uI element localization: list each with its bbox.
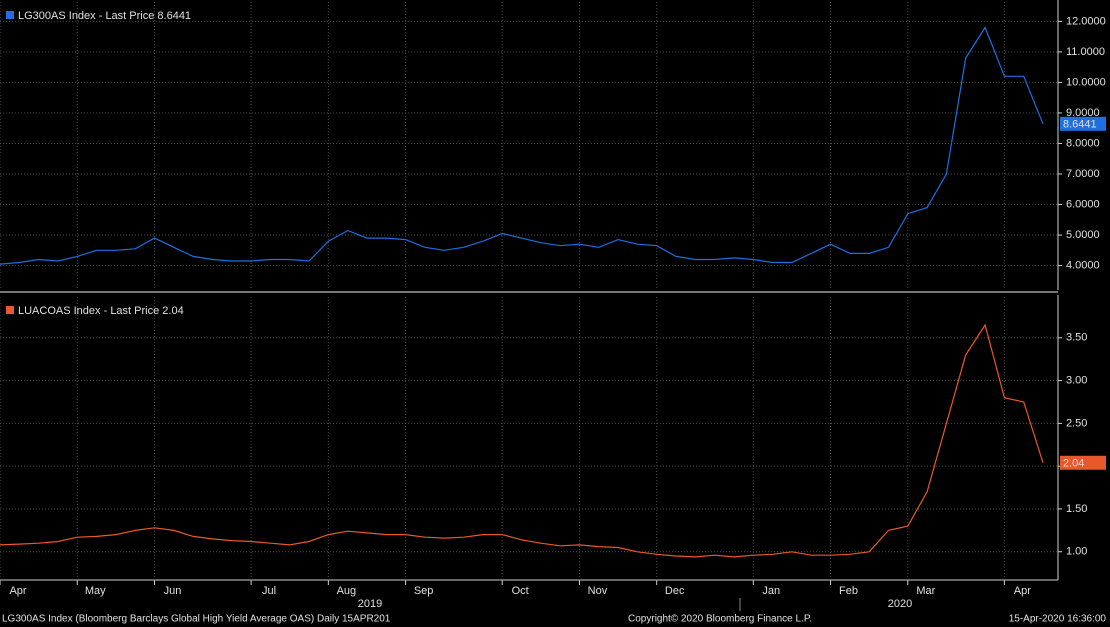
x-tick-label: Feb [839, 585, 858, 597]
last-value-label: 8.6441 [1063, 119, 1097, 131]
y-tick-label: 11.0000 [1066, 46, 1105, 58]
y-tick-label: 10.0000 [1066, 76, 1106, 88]
y-tick-label: 3.50 [1066, 332, 1087, 344]
last-value-badge [1060, 455, 1106, 470]
x-tick-label: Apr [9, 585, 26, 597]
y-tick-label: 2.50 [1066, 417, 1087, 429]
footer-right: 15-Apr-2020 16:36:00 [1009, 614, 1107, 625]
legend-swatch [6, 306, 14, 314]
x-tick-label: Oct [512, 585, 529, 597]
last-value-label: 2.04 [1063, 458, 1084, 470]
y-tick-label: 1.00 [1066, 546, 1087, 558]
last-value-badge [1060, 116, 1106, 131]
y-tick-label: 4.0000 [1066, 259, 1100, 271]
x-group-label: 2019 [358, 598, 382, 610]
data-line [0, 323, 1044, 558]
x-tick-label: Apr [1014, 585, 1031, 597]
x-tick-label: Aug [337, 585, 357, 597]
legend-swatch [6, 11, 14, 19]
data-line [0, 26, 1044, 265]
x-tick-label: Mar [916, 585, 935, 597]
footer-center: Copyright© 2020 Bloomberg Finance L.P. [628, 614, 812, 625]
y-tick-label: 6.0000 [1066, 198, 1100, 210]
x-tick-label: Nov [588, 585, 608, 597]
footer-left: LG300AS Index (Bloomberg Barclays Global… [2, 614, 391, 625]
x-tick-label: Jan [762, 585, 780, 597]
y-tick-label: 1.50 [1066, 503, 1087, 515]
x-group-label: 2020 [888, 598, 912, 610]
y-tick-label: 5.0000 [1066, 229, 1100, 241]
x-tick-label: Jul [262, 585, 276, 597]
y-tick-label: 7.0000 [1066, 168, 1100, 180]
legend-label: LG300AS Index - Last Price 8.6441 [18, 10, 191, 22]
y-tick-label: 3.00 [1066, 374, 1087, 386]
x-tick-label: Dec [665, 585, 685, 597]
y-tick-label: 9.0000 [1066, 107, 1100, 119]
x-tick-label: Sep [414, 585, 434, 597]
y-tick-label: 8.0000 [1066, 137, 1100, 149]
legend-label: LUACOAS Index - Last Price 2.04 [18, 305, 184, 317]
y-tick-label: 12.0000 [1066, 15, 1106, 27]
x-tick-label: May [85, 585, 106, 597]
x-tick-label: Jun [164, 585, 182, 597]
